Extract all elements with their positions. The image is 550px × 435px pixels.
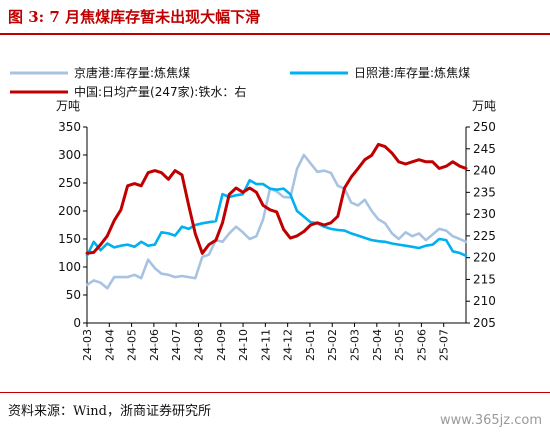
source-rule bbox=[0, 392, 550, 393]
y-left-tick-label: 300 bbox=[58, 148, 81, 162]
x-tick-label: 24-09 bbox=[215, 329, 228, 361]
legend-label-2: 日照港:库存量:炼焦煤 bbox=[354, 65, 470, 80]
x-tick-label: 24-03 bbox=[81, 329, 94, 361]
x-tick-label: 24-06 bbox=[148, 329, 161, 361]
x-tick-label: 25-02 bbox=[326, 329, 339, 361]
legend-label-1: 京唐港:库存量:炼焦煤 bbox=[74, 65, 190, 80]
x-tick-label: 24-05 bbox=[126, 329, 139, 361]
x-tick-label: 24-08 bbox=[192, 329, 205, 361]
series-line-1 bbox=[85, 153, 468, 290]
x-tick-label: 25-05 bbox=[393, 329, 406, 361]
x-tick-label: 25-04 bbox=[371, 329, 384, 361]
series-line-3 bbox=[85, 142, 468, 255]
x-tick-label: 25-07 bbox=[438, 329, 451, 361]
y-right-tick-label: 240 bbox=[473, 164, 496, 178]
x-tick-label: 24-07 bbox=[170, 329, 183, 361]
y-right-unit: 万吨 bbox=[472, 99, 496, 113]
figure-title: 图 3: 7 月焦煤库存暂未出现大幅下滑 bbox=[8, 8, 261, 26]
series-line-2 bbox=[85, 178, 468, 258]
x-tick-label: 25-06 bbox=[415, 329, 428, 361]
y-left-tick-label: 350 bbox=[58, 120, 81, 134]
y-left-unit: 万吨 bbox=[56, 99, 80, 113]
y-left-tick-label: 0 bbox=[73, 316, 81, 330]
y-left-tick-label: 150 bbox=[58, 232, 81, 246]
x-tick-label: 24-12 bbox=[282, 329, 295, 361]
y-right-tick-label: 220 bbox=[473, 251, 496, 265]
y-right-tick-label: 225 bbox=[473, 229, 496, 243]
title-rule bbox=[0, 33, 550, 35]
watermark: www.365jz.com bbox=[440, 413, 542, 428]
y-right-tick-label: 215 bbox=[473, 272, 496, 286]
y-right-tick-label: 230 bbox=[473, 207, 496, 221]
line-chart: 京唐港:库存量:炼焦煤 日照港:库存量:炼焦煤中国:日均产量(247家):铁水：右… bbox=[10, 65, 496, 361]
x-tick-label: 25-03 bbox=[349, 329, 362, 361]
source-note: 资料来源：Wind，浙商证券研究所 bbox=[8, 404, 211, 419]
y-right-tick-label: 205 bbox=[473, 316, 496, 330]
series-lines bbox=[85, 142, 468, 290]
x-tick-label: 24-11 bbox=[259, 329, 272, 361]
y-left-tick-label: 200 bbox=[58, 204, 81, 218]
x-tick-label: 24-10 bbox=[237, 329, 250, 361]
y-right-tick-label: 245 bbox=[473, 142, 496, 156]
y-left-tick-label: 50 bbox=[66, 288, 81, 302]
axes: 0 50 100 150 200 250 300 350 205 210 215 220 225 230 2… bbox=[58, 120, 496, 361]
y-left-tick-label: 250 bbox=[58, 176, 81, 190]
y-right-tick-label: 235 bbox=[473, 185, 496, 199]
y-left-tick-label: 100 bbox=[58, 260, 81, 274]
y-right-tick-label: 210 bbox=[473, 294, 496, 308]
y-right-tick-label: 250 bbox=[473, 120, 496, 134]
x-tick-label: 24-04 bbox=[103, 329, 116, 361]
legend-label-3: 中国:日均产量(247家):铁水：右 bbox=[74, 84, 246, 99]
x-tick-label: 25-01 bbox=[304, 329, 317, 361]
